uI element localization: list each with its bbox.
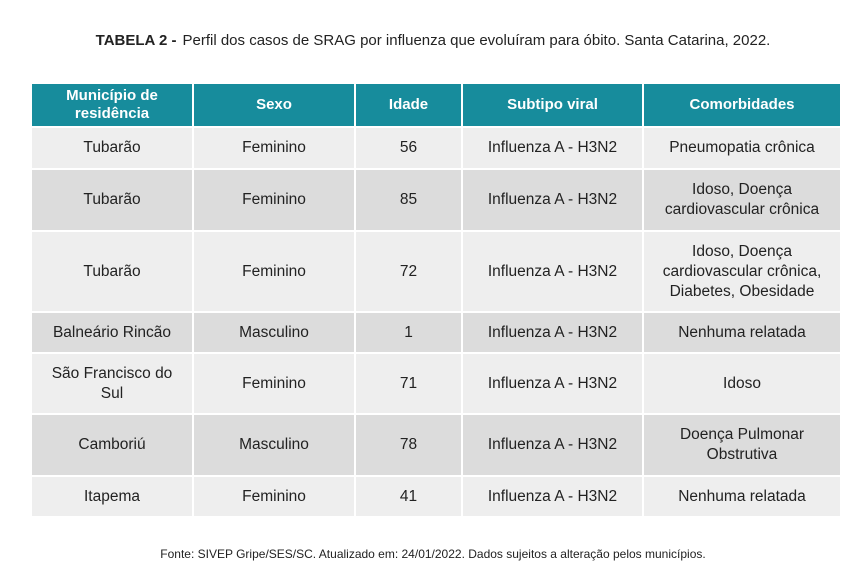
header-cell: Idade bbox=[356, 84, 461, 126]
table-body: Tubarão Feminino 56 Influenza A - H3N2 Pneum… bbox=[32, 128, 840, 516]
table-cell: Tubarão bbox=[32, 128, 192, 168]
table-cell: Influenza A - H3N2 bbox=[463, 477, 642, 516]
data-table: Município de residência Sexo Idade Subtipo … bbox=[30, 82, 842, 518]
table-row: Camboriú Masculino 78 Influenza A - H3N2 Doe… bbox=[32, 415, 840, 475]
table-row: São Francisco do Sul Feminino 71 Influenza … bbox=[32, 354, 840, 413]
table-cell: Balneário Rincão bbox=[32, 313, 192, 352]
table-row: Tubarão Feminino 85 Influenza A - H3N2 Idoso… bbox=[32, 170, 840, 230]
table-cell: 1 bbox=[356, 313, 461, 352]
table-cell: Feminino bbox=[194, 170, 354, 230]
table-row: Tubarão Feminino 56 Influenza A - H3N2 Pneum… bbox=[32, 128, 840, 168]
table-cell: Tubarão bbox=[32, 170, 192, 230]
table-cell: Idoso, Doença cardiovascular crônica, Di… bbox=[644, 232, 840, 311]
title-label: TABELA 2 - bbox=[95, 32, 177, 49]
table-cell: Idoso bbox=[644, 354, 840, 413]
table-cell: 72 bbox=[356, 232, 461, 311]
table-cell: Feminino bbox=[194, 477, 354, 516]
table-cell: Doença Pulmonar Obstrutiva bbox=[644, 415, 840, 475]
table-cell: Influenza A - H3N2 bbox=[463, 128, 642, 168]
table-cell: Nenhuma relatada bbox=[644, 477, 840, 516]
table-cell: Camboriú bbox=[32, 415, 192, 475]
table-cell: Influenza A - H3N2 bbox=[463, 415, 642, 475]
table-cell: Feminino bbox=[194, 232, 354, 311]
table-cell: 71 bbox=[356, 354, 461, 413]
header-cell: Comorbidades bbox=[644, 84, 840, 126]
table-cell: Itapema bbox=[32, 477, 192, 516]
table-cell: Idoso, Doença cardiovascular crônica bbox=[644, 170, 840, 230]
table-cell: Influenza A - H3N2 bbox=[463, 354, 642, 413]
table-row: Tubarão Feminino 72 Influenza A - H3N2 Idoso… bbox=[32, 232, 840, 311]
header-row: Município de residência Sexo Idade Subtipo … bbox=[32, 84, 840, 126]
table-cell: Influenza A - H3N2 bbox=[463, 170, 642, 230]
table-cell: Masculino bbox=[194, 415, 354, 475]
table-cell: Masculino bbox=[194, 313, 354, 352]
header-cell: Sexo bbox=[194, 84, 354, 126]
table-cell: Tubarão bbox=[32, 232, 192, 311]
table-title: TABELA 2 - Perfil dos casos de SRAG por i… bbox=[0, 32, 866, 49]
table-cell: 78 bbox=[356, 415, 461, 475]
table-cell: Nenhuma relatada bbox=[644, 313, 840, 352]
header-cell: Município de residência bbox=[32, 84, 192, 126]
table-cell: São Francisco do Sul bbox=[32, 354, 192, 413]
title-text: Perfil dos casos de SRAG por influenza q… bbox=[182, 32, 771, 49]
table-cell: Feminino bbox=[194, 354, 354, 413]
table-cell: Influenza A - H3N2 bbox=[463, 313, 642, 352]
table-cell: 56 bbox=[356, 128, 461, 168]
table-cell: Pneumopatia crônica bbox=[644, 128, 840, 168]
table-cell: Influenza A - H3N2 bbox=[463, 232, 642, 311]
table-cell: 41 bbox=[356, 477, 461, 516]
footer: Fonte: SIVEP Gripe/SES/SC. Atualizado em… bbox=[160, 547, 706, 561]
table-cell: Feminino bbox=[194, 128, 354, 168]
header-cell: Subtipo viral bbox=[463, 84, 642, 126]
table-cell: 85 bbox=[356, 170, 461, 230]
table-row: Itapema Feminino 41 Influenza A - H3N2 Nenhu… bbox=[32, 477, 840, 516]
table-row: Balneário Rincão Masculino 1 Influenza A - … bbox=[32, 313, 840, 352]
